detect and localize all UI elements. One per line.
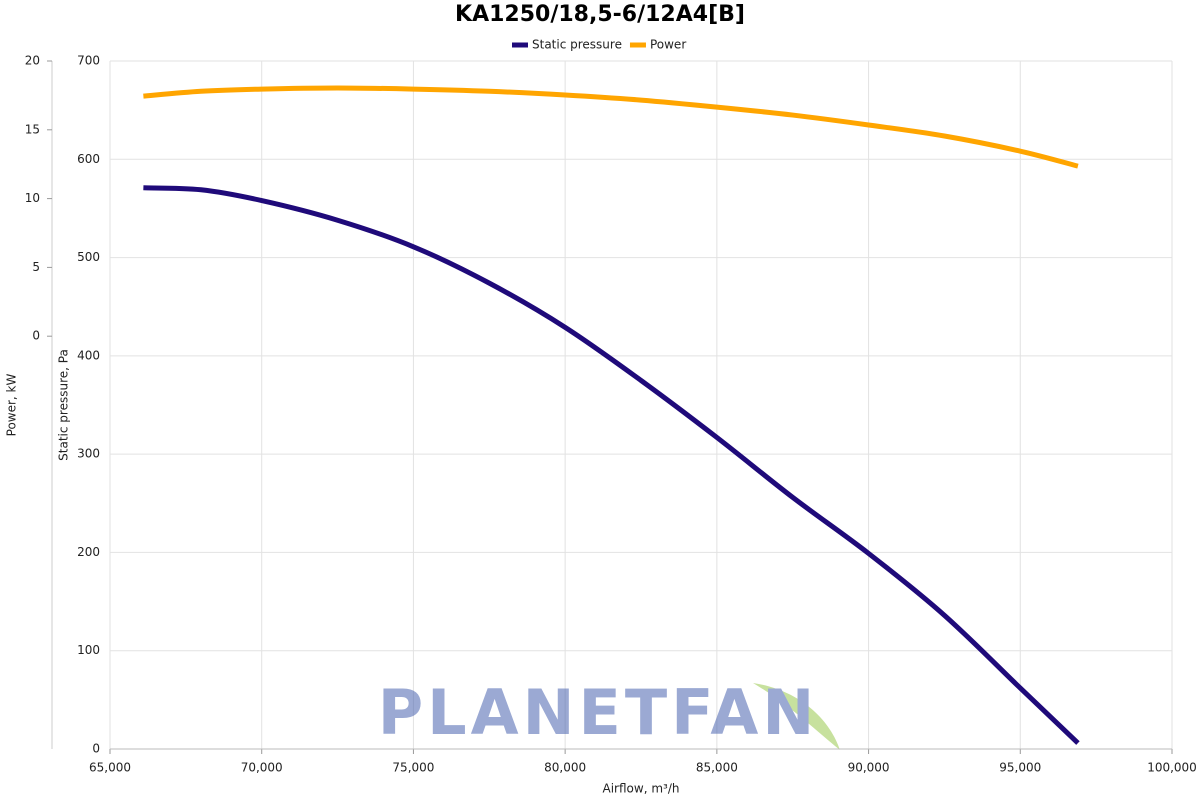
y2-tick-label: 5 <box>32 260 40 274</box>
y-tick-label: 300 <box>77 447 100 461</box>
x-axis-label: Airflow, m³/h <box>603 782 680 796</box>
watermark-text: PLANETFAN <box>378 676 819 749</box>
y2-tick-label: 20 <box>25 54 40 68</box>
y-tick-label: 700 <box>77 54 100 68</box>
x-tick-label: 70,000 <box>241 761 283 775</box>
y2-tick-label: 0 <box>32 329 40 343</box>
y-tick-label: 600 <box>77 152 100 166</box>
y-axis-label: Static pressure, Pa <box>57 349 71 461</box>
x-tick-label: 95,000 <box>999 761 1041 775</box>
x-tick-label: 100,000 <box>1147 761 1197 775</box>
x-tick-label: 90,000 <box>848 761 890 775</box>
x-tick-label: 85,000 <box>696 761 738 775</box>
y-tick-label: 100 <box>77 643 100 657</box>
watermark: PLANETFAN <box>378 676 840 750</box>
y2-tick-label: 10 <box>25 191 40 205</box>
y-tick-label: 0 <box>92 742 100 756</box>
chart-title: KA1250/18,5-6/12A4[B] <box>455 2 745 27</box>
x-tick-label: 80,000 <box>544 761 586 775</box>
series-line <box>143 185 1080 745</box>
x-tick-label: 75,000 <box>392 761 434 775</box>
y-tick-label: 500 <box>77 250 100 264</box>
y-tick-label: 200 <box>77 545 100 559</box>
legend-label: Power <box>650 38 686 52</box>
x-tick-label: 65,000 <box>89 761 131 775</box>
legend-label: Static pressure <box>532 38 622 52</box>
legend: Static pressure Power <box>512 38 686 52</box>
y-tick-label: 400 <box>77 348 100 362</box>
grid <box>109 60 1173 750</box>
series-line <box>143 85 1079 169</box>
y2-tick-label: 15 <box>25 122 40 136</box>
y2-axis-label: Power, kW <box>5 374 19 437</box>
